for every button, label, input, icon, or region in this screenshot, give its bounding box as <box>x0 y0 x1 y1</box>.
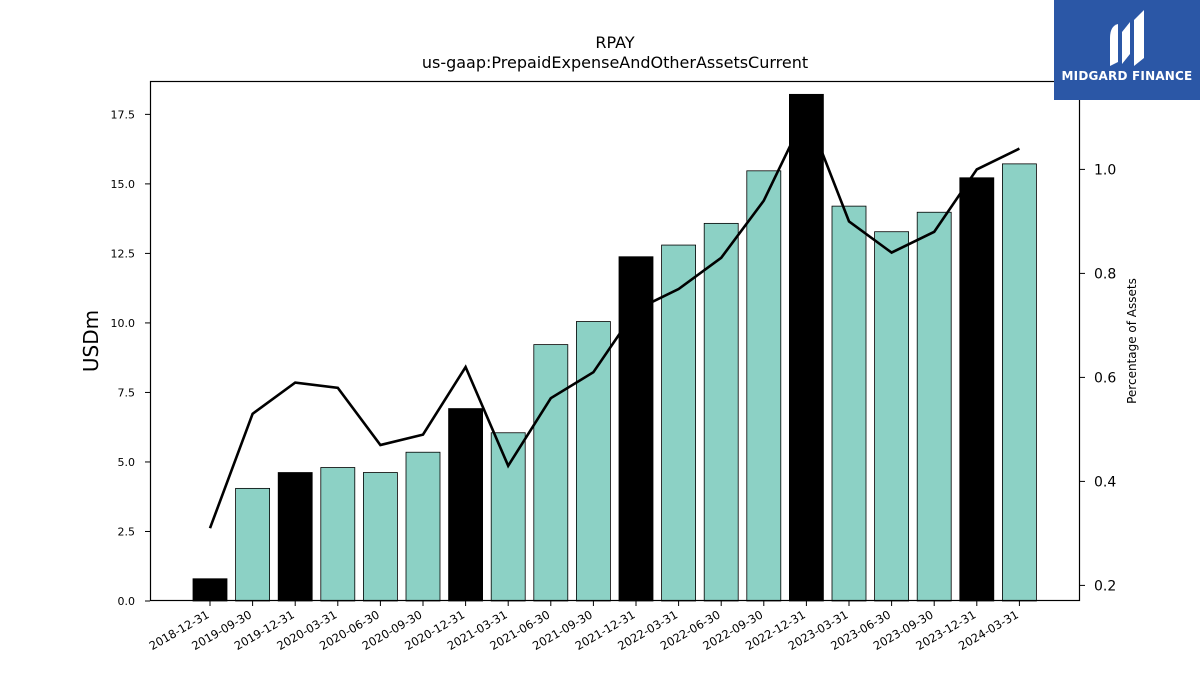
bar-2021-09-30 <box>576 321 611 602</box>
bar-2021-06-30 <box>533 344 569 602</box>
y2-tick-label: 0.4 <box>1094 474 1116 490</box>
y2-tick-label: 0.2 <box>1094 578 1116 594</box>
percentage-line <box>208 108 1020 529</box>
bar-2019-12-31 <box>277 472 313 602</box>
y-tick-label: 5.0 <box>118 456 136 469</box>
y-tick-label: 12.5 <box>111 247 136 260</box>
bar-2020-06-30 <box>362 472 398 602</box>
chart-subtitle: us-gaap:PrepaidExpenseAndOtherAssetsCurr… <box>422 53 808 72</box>
y2-axis-label: Percentage of Assets <box>1125 278 1139 404</box>
y-tick-label: 10.0 <box>111 317 136 330</box>
bar-2021-03-31 <box>490 432 526 602</box>
bar-2020-09-30 <box>405 451 441 602</box>
line-group <box>208 108 1020 529</box>
plot-frame <box>149 80 1081 602</box>
bar-2023-06-30 <box>874 231 909 602</box>
bar-2018-12-31 <box>192 578 228 602</box>
bar-2024-03-31 <box>1002 163 1037 602</box>
bar-2020-03-31 <box>320 467 356 602</box>
logo-mark-icon <box>1110 10 1144 66</box>
bar-2022-12-31 <box>789 93 824 602</box>
y2-ticks: 0.2 0.4 0.6 0.8 1.0 <box>1080 162 1116 594</box>
y2-tick-label: 0.6 <box>1094 370 1116 386</box>
bar-2022-09-30 <box>746 170 782 602</box>
bar-2022-06-30 <box>703 222 739 602</box>
y2-tick-label: 0.8 <box>1094 266 1116 282</box>
y-tick-label: 17.5 <box>111 108 136 121</box>
logo: MIDGARD FINANCE <box>1054 0 1200 100</box>
bar-2021-12-31 <box>618 256 654 602</box>
y2-tick-label: 1.0 <box>1094 162 1116 178</box>
y-tick-label: 15.0 <box>111 178 136 191</box>
y-ticks: 0.0 2.5 5.0 7.5 10.0 12.5 15.0 17.5 <box>111 108 150 608</box>
y-tick-label: 7.5 <box>118 386 136 399</box>
y-tick-label: 2.5 <box>118 525 136 538</box>
logo-text: MIDGARD FINANCE <box>1061 69 1193 83</box>
bar-2023-09-30 <box>916 211 952 602</box>
bars-group <box>192 93 1037 602</box>
bar-2020-12-31 <box>448 408 484 602</box>
y-axis-label: USDm <box>79 310 103 372</box>
y-tick-label: 0.0 <box>118 595 136 608</box>
bar-2022-03-31 <box>661 244 696 602</box>
x-ticks: 2018-12-312019-09-302019-12-312020-03-31… <box>147 601 1021 653</box>
bar-2023-03-31 <box>831 205 867 602</box>
bar-2023-12-31 <box>959 177 995 602</box>
chart-title: RPAY <box>595 33 634 52</box>
bar-2019-09-30 <box>235 487 271 602</box>
